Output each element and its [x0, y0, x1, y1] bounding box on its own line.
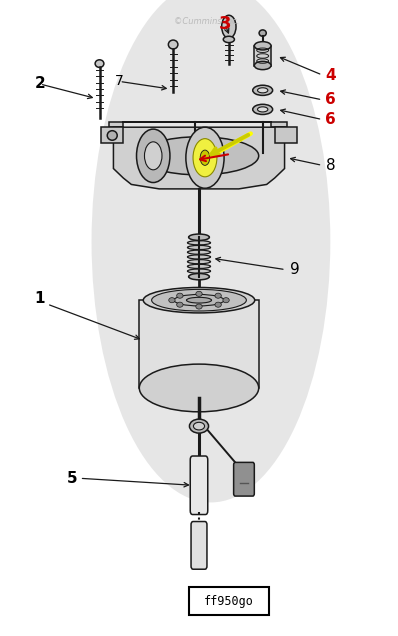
Text: ©Cummins Inc.: ©Cummins Inc.: [174, 17, 240, 26]
Ellipse shape: [189, 419, 209, 433]
Ellipse shape: [143, 287, 255, 313]
Circle shape: [200, 150, 210, 165]
Text: ff950go: ff950go: [204, 595, 254, 607]
Text: 9: 9: [290, 262, 299, 277]
Ellipse shape: [258, 88, 268, 93]
Text: 3: 3: [219, 15, 231, 33]
Ellipse shape: [253, 104, 273, 114]
Ellipse shape: [215, 302, 221, 307]
Circle shape: [193, 139, 217, 177]
Ellipse shape: [258, 107, 268, 112]
Ellipse shape: [95, 60, 104, 67]
Ellipse shape: [187, 265, 211, 268]
Ellipse shape: [169, 298, 175, 303]
Ellipse shape: [223, 36, 234, 43]
Ellipse shape: [187, 259, 211, 264]
Text: 6: 6: [325, 92, 336, 107]
Ellipse shape: [92, 0, 330, 502]
Ellipse shape: [186, 297, 212, 303]
Ellipse shape: [187, 250, 211, 254]
Text: 5: 5: [66, 471, 77, 486]
Ellipse shape: [254, 62, 271, 70]
Circle shape: [186, 127, 224, 188]
Text: 6: 6: [325, 112, 336, 127]
Text: 1: 1: [35, 291, 45, 307]
Ellipse shape: [189, 273, 209, 280]
FancyBboxPatch shape: [234, 462, 254, 496]
Ellipse shape: [177, 302, 183, 307]
Text: 2: 2: [34, 76, 45, 92]
Ellipse shape: [177, 293, 183, 298]
Ellipse shape: [174, 294, 224, 306]
Circle shape: [222, 15, 236, 38]
Ellipse shape: [196, 304, 202, 309]
Polygon shape: [101, 127, 123, 143]
Polygon shape: [275, 127, 297, 143]
Circle shape: [137, 129, 170, 183]
Ellipse shape: [193, 422, 205, 430]
Polygon shape: [139, 300, 259, 388]
Polygon shape: [254, 46, 271, 66]
Ellipse shape: [254, 41, 271, 50]
Ellipse shape: [253, 85, 273, 95]
Ellipse shape: [168, 40, 178, 49]
Text: 8: 8: [326, 158, 335, 173]
Text: 4: 4: [325, 67, 336, 83]
Text: 7: 7: [115, 74, 124, 88]
Polygon shape: [109, 122, 287, 127]
Ellipse shape: [139, 364, 259, 412]
Ellipse shape: [223, 298, 229, 303]
FancyBboxPatch shape: [189, 587, 269, 615]
Ellipse shape: [139, 137, 259, 175]
Ellipse shape: [196, 291, 202, 296]
Ellipse shape: [187, 245, 211, 249]
Ellipse shape: [152, 289, 246, 311]
Polygon shape: [113, 127, 285, 189]
Ellipse shape: [187, 269, 211, 273]
Ellipse shape: [189, 234, 209, 240]
FancyBboxPatch shape: [191, 522, 207, 569]
Circle shape: [144, 142, 162, 170]
Ellipse shape: [215, 293, 221, 298]
Ellipse shape: [259, 30, 266, 36]
Ellipse shape: [187, 255, 211, 259]
Ellipse shape: [187, 240, 211, 245]
Ellipse shape: [107, 130, 117, 140]
FancyBboxPatch shape: [190, 456, 208, 515]
